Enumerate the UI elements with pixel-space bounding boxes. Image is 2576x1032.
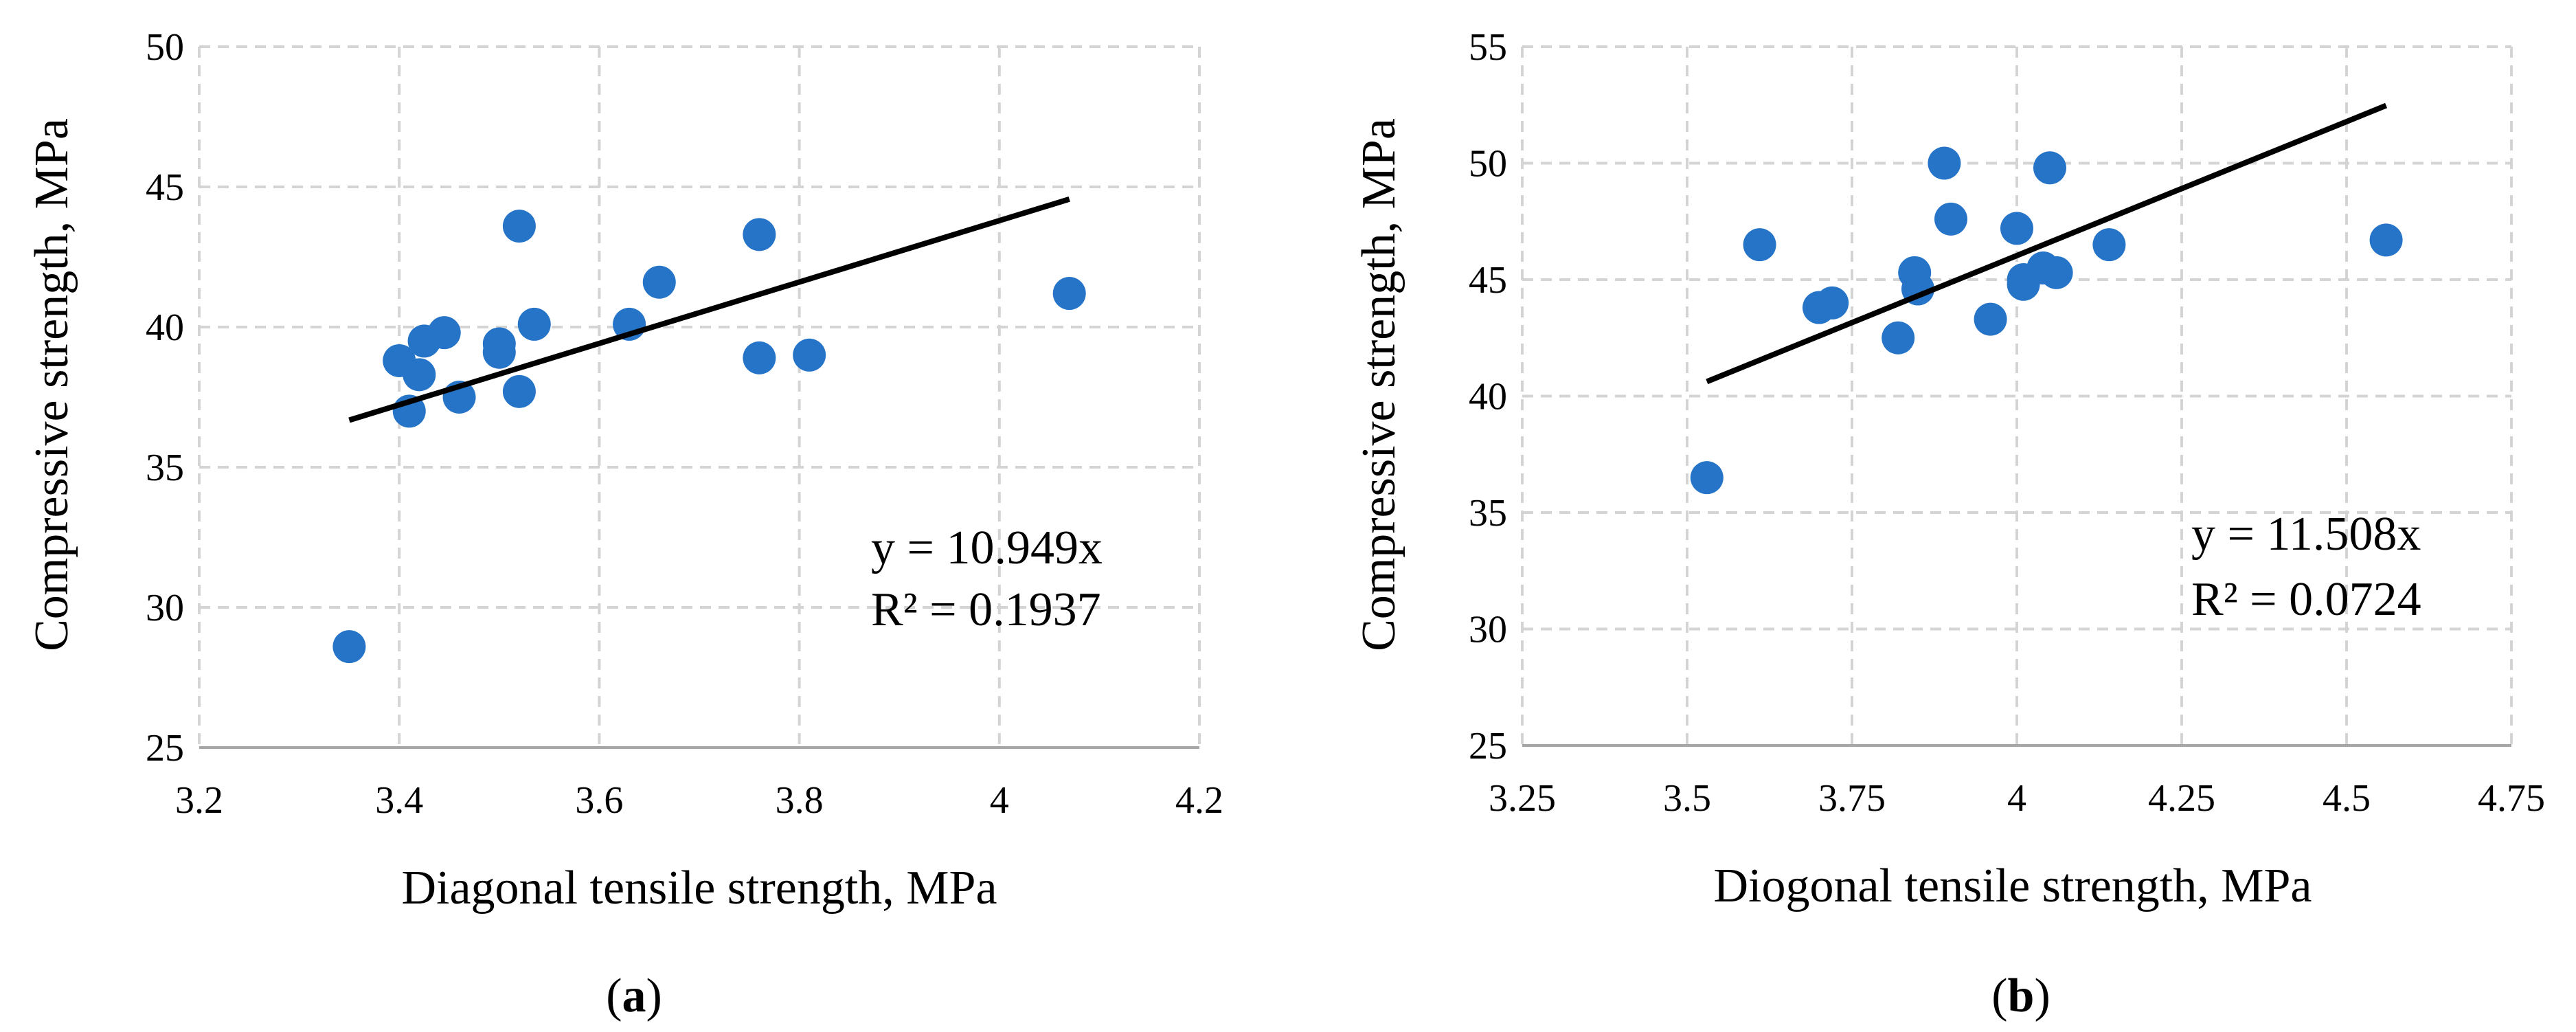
trendline	[1706, 102, 2388, 385]
y-tick-label: 40	[146, 306, 184, 349]
y-tick-label: 35	[1469, 492, 1507, 535]
data-point	[2040, 256, 2073, 289]
data-point	[1052, 277, 1086, 311]
trendline-equation: y = 11.508x	[2191, 508, 2421, 561]
x-tick-label: 4.25	[2148, 777, 2215, 820]
data-point	[743, 218, 776, 251]
x-tick-label: 3.25	[1489, 777, 1556, 820]
data-point	[1974, 302, 2007, 336]
y-tick-label: 25	[1469, 725, 1507, 767]
data-point	[502, 374, 536, 408]
data-point	[1690, 461, 1724, 495]
x-tick-label: 4	[990, 779, 1009, 822]
r-squared-label: R² = 0.0724	[2191, 573, 2421, 626]
data-point	[1743, 228, 1776, 262]
y-axis-title: Compressive strength, MPa	[1353, 118, 1405, 651]
chart-panel-a: 3.2 3.4 3.6 3.8 4 4.2 25 30 35 40 45 50 y = 10.949…	[25, 26, 1223, 1022]
data-point	[502, 210, 536, 243]
x-tick-label: 4	[2007, 777, 2026, 820]
x-tick-label: 3.8	[776, 779, 824, 822]
x-axis-title: Diogonal tensile strength, MPa	[1713, 860, 2312, 912]
data-point	[2092, 228, 2126, 262]
y-tick-label: 30	[146, 587, 184, 629]
data-point	[2369, 223, 2403, 257]
x-tick-label: 3.5	[1663, 777, 1711, 820]
x-tick-label: 4.2	[1175, 779, 1223, 822]
trendline	[348, 197, 1070, 423]
r-squared-label: R² = 0.1937	[871, 583, 1101, 636]
x-axis-title: Diagonal tensile strength, MPa	[401, 862, 997, 915]
data-point	[1934, 202, 1967, 236]
x-tick-label: 3.4	[375, 779, 423, 822]
panel-caption: (a)	[606, 969, 662, 1022]
gridlines	[198, 45, 1201, 748]
data-point	[482, 335, 516, 369]
x-tick-labels: 3.25 3.5 3.75 4 4.25 4.5 4.75	[1489, 777, 2545, 820]
panel-caption: (b)	[1991, 969, 2050, 1022]
data-point	[332, 630, 366, 664]
y-tick-label: 45	[1469, 259, 1507, 302]
data-point	[1928, 146, 1961, 180]
chart-panel-b: 3.25 3.5 3.75 4 4.25 4.5 4.75 25 30 35 40 45 50 55 y…	[1353, 26, 2545, 1022]
data-point	[517, 307, 551, 341]
x-tick-label: 3.75	[1818, 777, 1886, 820]
x-tick-labels: 3.2 3.4 3.6 3.8 4 4.2	[175, 779, 1223, 822]
x-tick-label: 4.75	[2478, 777, 2545, 820]
y-tick-label: 45	[146, 166, 184, 209]
scatter-points	[1690, 146, 2403, 495]
gridlines	[1521, 45, 2513, 745]
y-tick-labels: 25 30 35 40 45 50	[146, 26, 184, 770]
y-tick-label: 55	[1469, 26, 1507, 69]
y-tick-label: 40	[1469, 376, 1507, 418]
data-point	[642, 265, 676, 299]
y-tick-label: 25	[146, 727, 184, 770]
y-tick-labels: 25 30 35 40 45 50 55	[1469, 26, 1507, 767]
data-point	[2000, 212, 2033, 245]
data-point	[403, 358, 436, 392]
y-tick-label: 50	[146, 26, 184, 69]
data-point	[743, 341, 776, 374]
data-point	[793, 338, 826, 372]
scatter-points	[332, 210, 1086, 664]
y-tick-label: 35	[146, 447, 184, 489]
trendline-equation: y = 10.949x	[871, 521, 1103, 574]
x-tick-label: 4.5	[2323, 777, 2371, 820]
y-tick-label: 50	[1469, 143, 1507, 186]
data-point	[427, 316, 461, 350]
y-axis-title: Compressive strength, MPa	[25, 118, 78, 651]
x-tick-label: 3.2	[175, 779, 223, 822]
x-tick-label: 3.6	[575, 779, 623, 822]
y-tick-label: 30	[1469, 609, 1507, 651]
data-point	[2033, 151, 2066, 185]
data-point	[1816, 286, 1849, 319]
data-point	[1882, 321, 1915, 355]
